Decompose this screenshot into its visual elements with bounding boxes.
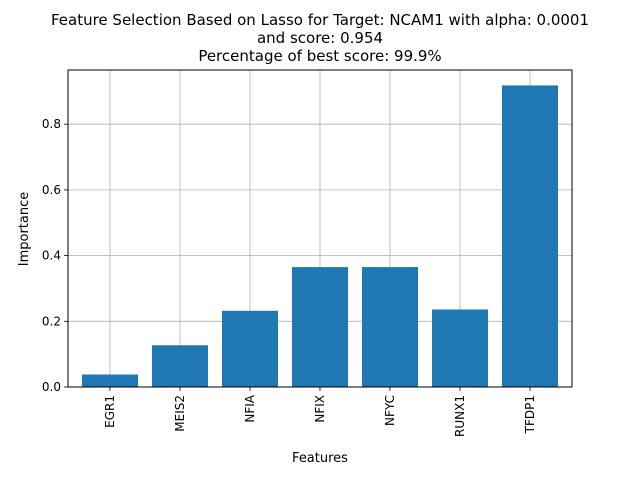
chart-title-line-2: and score: 0.954 [256,29,384,47]
y-tick-label: 0.2 [42,314,61,328]
y-tick-label: 0.0 [42,380,61,394]
x-tick-label: NFIX [313,395,327,423]
x-tick-label: NFYC [383,395,397,426]
chart-title-line-3: Percentage of best score: 99.9% [198,47,442,65]
x-tick-label: EGR1 [103,395,117,428]
ticks-layer: EGR1 MEIS2 NFIA NFIX NFYC RUNX1 TFDP1 0.0 0.2 0.4… [42,117,537,437]
bar-nfyc [362,267,418,387]
y-tick-label: 0.4 [42,249,61,263]
bar-nfix [292,267,348,387]
bar-meis2 [152,345,208,387]
bar-nfia [222,310,278,387]
y-axis-label: Importance [17,192,32,267]
x-tick-label: TFDP1 [523,395,537,434]
chart-title-line-1: Feature Selection Based on Lasso for Tar… [50,11,590,29]
bar-runx1 [432,309,488,387]
y-tick-label: 0.6 [42,183,61,197]
x-axis-label: Features [292,451,348,466]
x-tick-label: RUNX1 [453,395,467,437]
x-tick-label: MEIS2 [173,395,187,432]
bar-tfdp1 [502,85,558,387]
y-tick-label: 0.8 [42,117,61,131]
x-tick-label: NFIA [243,394,257,422]
bar-egr1 [82,374,138,387]
bars-layer [82,85,558,387]
